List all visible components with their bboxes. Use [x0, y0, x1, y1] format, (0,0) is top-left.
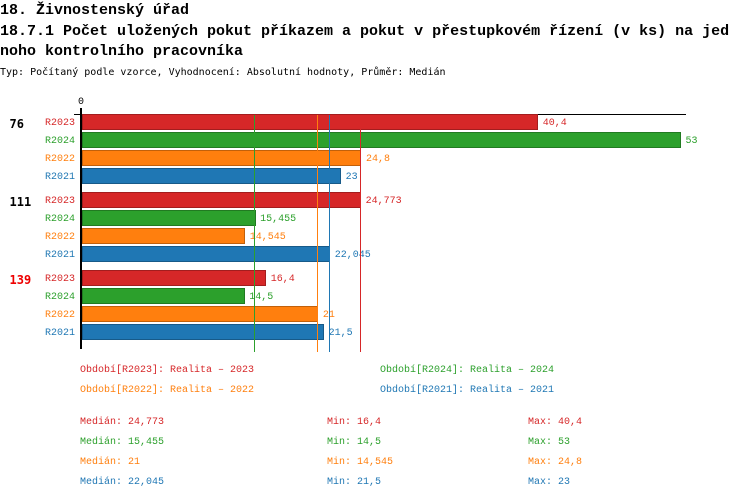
stat-max-R2024: Max: 53 [528, 437, 571, 449]
stat-min-R2021: Min: 21,5 [327, 477, 382, 489]
bar-value-label-111-R2023: 24,773 [365, 196, 402, 208]
stat-min-R2023: Min: 16,4 [327, 417, 382, 429]
chart-meta-info: Typ: Počítaný podle vzorce, Vyhodnocení:… [0, 67, 446, 78]
page-title: 18. Živnostenský úřad [0, 2, 190, 19]
bar-row-label-76-R2024: R2024 [44, 136, 75, 148]
group-label-111: 111 [9, 194, 32, 209]
stat-max-R2022: Max: 24,8 [528, 457, 583, 469]
bar-row-label-111-R2021: R2021 [44, 250, 75, 262]
bar-139-R2022 [82, 306, 319, 322]
stat-median-R2022: Medián: 21 [80, 457, 141, 469]
bar-value-label-139-R2023: 16,4 [270, 274, 295, 286]
y-axis-line [80, 108, 82, 349]
group-label-139: 139 [9, 272, 32, 287]
bar-76-R2022 [82, 150, 362, 166]
chart-subtitle-line2: noho kontrolního pracovníka [0, 42, 244, 60]
stat-min-R2022: Min: 14,545 [327, 457, 394, 469]
axis-zero-label: 0 [77, 96, 84, 108]
median-line-R2023 [359, 115, 361, 352]
bar-111-R2024 [82, 210, 256, 226]
median-line-R2024 [254, 115, 256, 352]
bar-139-R2021 [82, 324, 325, 340]
bar-value-label-76-R2022: 24,8 [365, 154, 390, 166]
legend-item-R2023: Období[R2023]: Realita – 2023 [80, 364, 255, 376]
stat-min-R2024: Min: 14,5 [327, 437, 382, 449]
stat-max-R2021: Max: 23 [528, 477, 571, 489]
bar-value-label-111-R2021: 22,045 [334, 250, 371, 262]
bar-row-label-139-R2022: R2022 [44, 310, 75, 322]
median-line-R2022 [316, 115, 319, 352]
group-label-76: 76 [9, 116, 24, 131]
bar-76-R2023 [82, 114, 539, 130]
stat-median-R2023: Medián: 24,773 [80, 417, 165, 429]
stat-median-R2024: Medián: 15,455 [80, 437, 165, 449]
bar-value-label-76-R2023: 40,4 [542, 118, 567, 130]
bar-111-R2021 [82, 246, 331, 262]
bar-row-label-111-R2022: R2022 [44, 232, 75, 244]
bar-value-label-139-R2021: 21,5 [328, 328, 353, 340]
bar-value-label-76-R2024: 53 [685, 136, 698, 148]
bar-row-label-76-R2023: R2023 [44, 118, 75, 130]
bar-value-label-139-R2024: 14,5 [249, 292, 274, 304]
bar-111-R2023 [82, 192, 362, 208]
bar-value-label-111-R2022: 14,545 [249, 232, 286, 244]
bar-76-R2024 [82, 132, 681, 148]
axis-tick [74, 114, 80, 115]
bar-111-R2022 [82, 228, 246, 244]
bar-row-label-139-R2024: R2024 [44, 292, 75, 304]
bar-value-label-111-R2024: 15,455 [260, 214, 297, 226]
bar-139-R2024 [82, 288, 245, 304]
legend-item-R2021: Období[R2021]: Realita – 2021 [380, 384, 555, 396]
bar-76-R2021 [82, 168, 342, 184]
bar-row-label-139-R2023: R2023 [44, 274, 75, 286]
stat-median-R2021: Medián: 22,045 [80, 477, 165, 489]
median-line-R2021 [328, 115, 331, 352]
bar-139-R2023 [82, 270, 267, 286]
legend-item-R2022: Období[R2022]: Realita – 2022 [80, 384, 255, 396]
bar-row-label-76-R2022: R2022 [44, 154, 75, 166]
bar-row-label-111-R2024: R2024 [44, 214, 75, 226]
stat-max-R2023: Max: 40,4 [528, 417, 583, 429]
chart-subtitle-line1: 18.7.1 Počet uložených pokut příkazem a … [0, 22, 730, 40]
bar-row-label-76-R2021: R2021 [44, 172, 75, 184]
bar-row-label-139-R2021: R2021 [44, 328, 75, 340]
bar-value-label-76-R2021: 23 [345, 172, 358, 184]
bar-row-label-111-R2023: R2023 [44, 196, 75, 208]
legend-item-R2024: Období[R2024]: Realita – 2024 [380, 364, 555, 376]
